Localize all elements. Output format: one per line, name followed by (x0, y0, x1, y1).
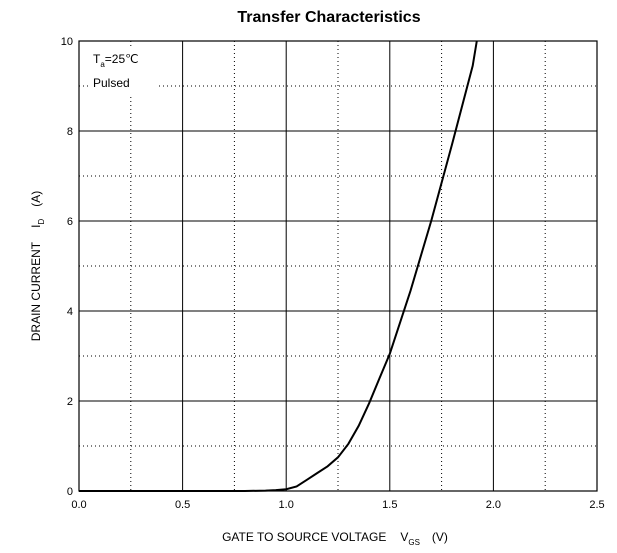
x-tick-label: 1.0 (279, 499, 294, 511)
x-tick-label: 0.0 (71, 499, 86, 511)
y-tick-label: 6 (67, 216, 73, 228)
x-axis-label: GATE TO SOURCE VOLTAGE VGS (V) (222, 530, 448, 547)
transfer-curve (79, 40, 478, 492)
y-tick-label: 8 (67, 126, 73, 138)
y-tick-label: 4 (67, 306, 73, 318)
x-tick-label: 2.5 (589, 499, 604, 511)
minor-grid (79, 41, 597, 491)
annotation-line1: Ta=25℃ (93, 52, 139, 69)
annotation-box: Ta=25℃ Pulsed (88, 47, 158, 95)
x-tick-label: 1.5 (382, 499, 397, 511)
y-tick-label: 2 (67, 396, 73, 408)
tick-labels: 0.0 0.5 1.0 1.5 2.0 2.5 0 2 4 6 8 10 (61, 36, 605, 511)
annotation-line2: Pulsed (93, 76, 130, 90)
x-tick-label: 0.5 (175, 499, 190, 511)
y-axis-label: DRAIN CURRENTID(A) (29, 191, 46, 341)
y-tick-label: 0 (67, 486, 73, 498)
y-tick-label: 10 (61, 36, 73, 48)
chart-title: Transfer Characteristics (237, 9, 420, 26)
plot-frame (78, 40, 598, 492)
x-tick-label: 2.0 (486, 499, 501, 511)
